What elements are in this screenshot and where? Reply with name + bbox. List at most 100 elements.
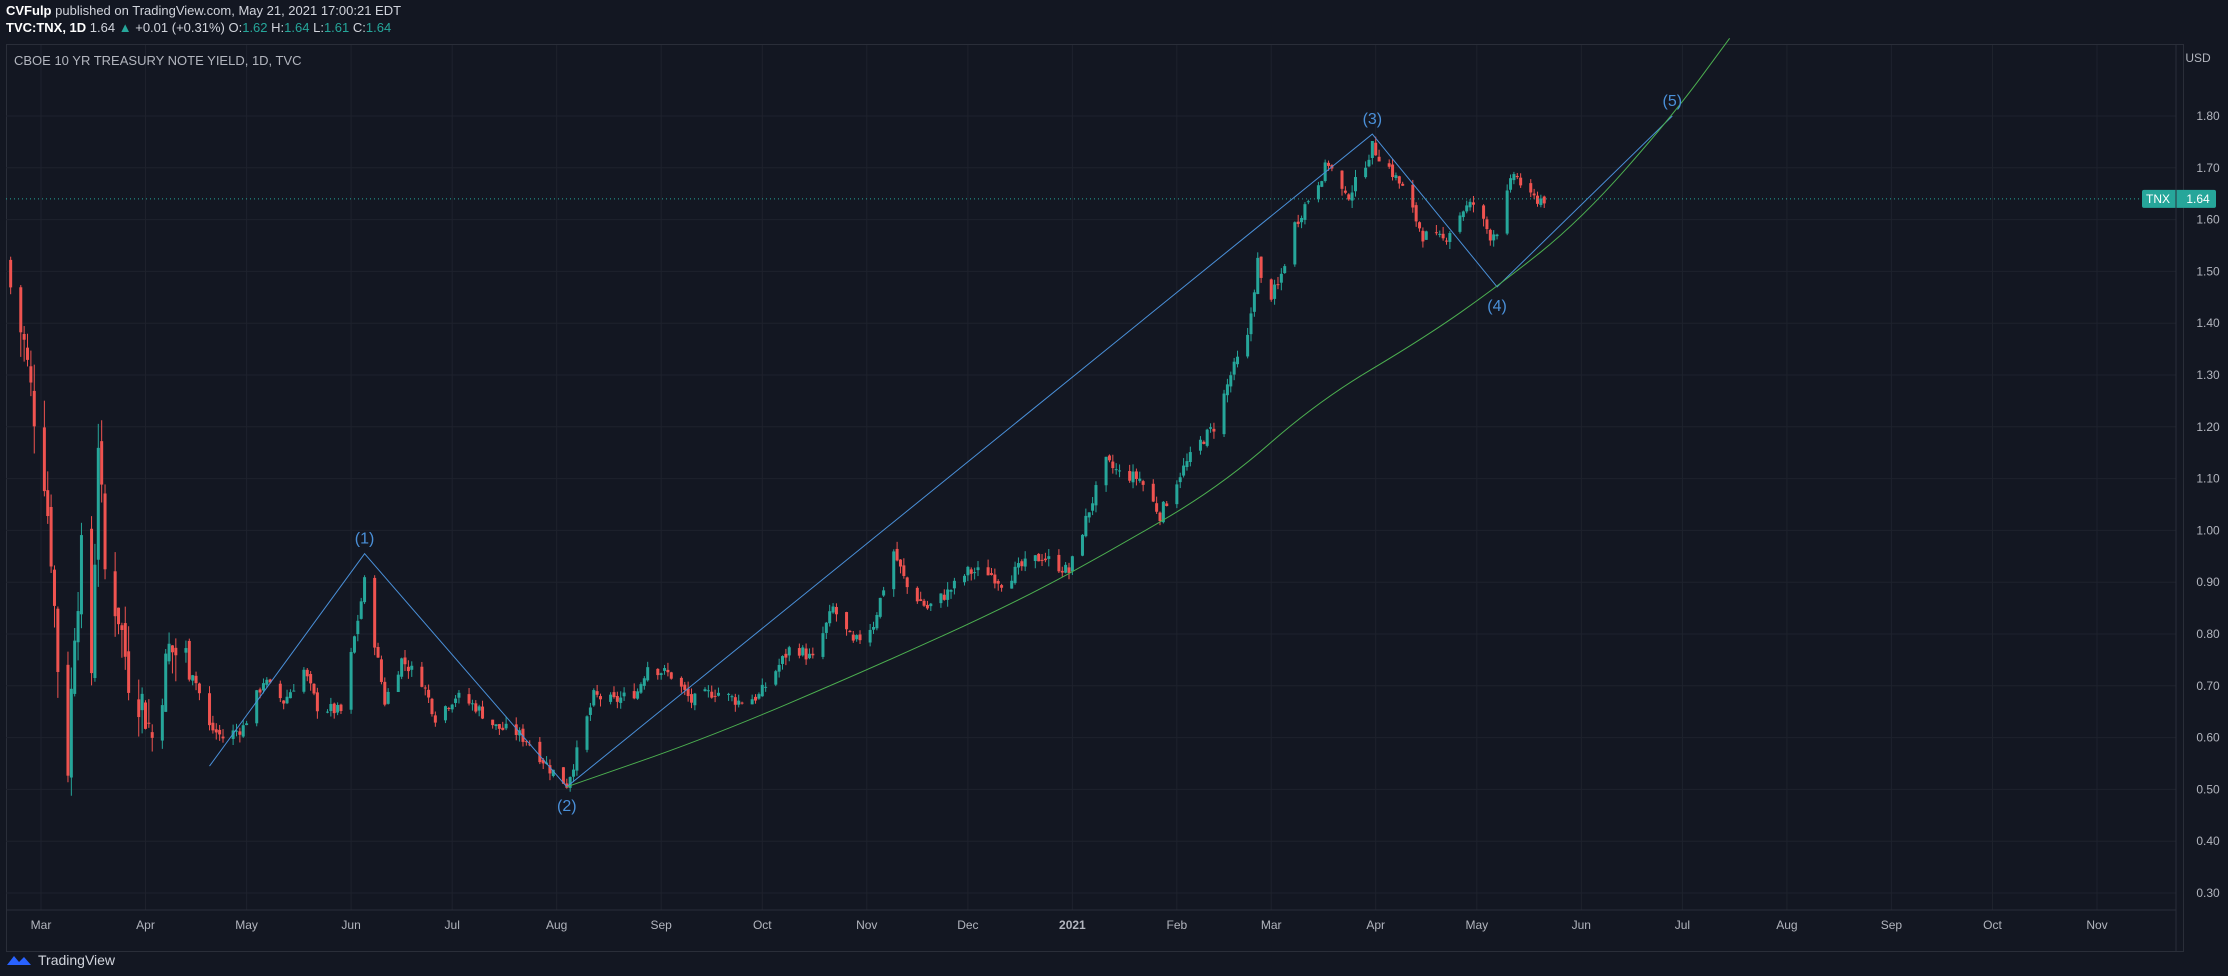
brand-name[interactable]: TradingView (38, 952, 116, 968)
y-tick-label: 0.30 (2196, 886, 2220, 900)
candle-up (730, 696, 734, 698)
candle-down (895, 548, 899, 561)
x-tick-label: Sep (650, 918, 672, 932)
candle-down (710, 691, 714, 698)
candle-down (194, 675, 198, 684)
candle-up (245, 723, 249, 726)
candle-up (636, 691, 640, 699)
candle-down (1296, 221, 1300, 224)
symbol-name: TVC:TNX, 1D (6, 20, 87, 35)
candle-up (588, 707, 592, 715)
candle-up (1182, 465, 1186, 476)
candle-down (898, 559, 902, 567)
candle-up (167, 643, 171, 662)
candle-down (1107, 455, 1111, 461)
y-tick-label: 1.70 (2196, 161, 2220, 175)
candle-down (339, 704, 343, 711)
candle-up (939, 593, 943, 604)
y-tick-label: 0.40 (2196, 834, 2220, 848)
candle-up (1350, 192, 1354, 201)
candle-down (430, 698, 434, 715)
y-tick-label: 1.50 (2196, 264, 2220, 278)
candle-up (1161, 501, 1165, 523)
candle-up (1229, 375, 1233, 387)
x-tick-label: Apr (136, 918, 155, 932)
candle-up (963, 575, 967, 583)
candle-up (872, 626, 876, 630)
last-price-symbol: TNX (2146, 192, 2170, 206)
candle-down (423, 687, 427, 689)
candle-up (693, 693, 697, 706)
publisher-name[interactable]: CVFulp (6, 3, 52, 18)
candle-up (1539, 198, 1543, 206)
candle-up (1438, 233, 1442, 235)
candle-up (663, 668, 667, 671)
candle-down (612, 692, 616, 698)
candle-up (868, 629, 872, 643)
candle-down (615, 696, 619, 702)
candle-down (1111, 461, 1115, 469)
candle-down (214, 729, 218, 733)
candle-up (1448, 233, 1452, 242)
candle-up (1185, 461, 1189, 468)
open-value: 1.62 (242, 20, 268, 35)
candle-down (1128, 471, 1132, 481)
candle-down (22, 333, 26, 340)
candle-up (855, 635, 859, 640)
candle-up (79, 535, 83, 615)
candle-up (807, 653, 811, 659)
candle-up (585, 716, 589, 750)
candle-down (315, 692, 319, 712)
candle-up (140, 693, 144, 711)
candle-down (1418, 222, 1422, 229)
wave-label: (3) (1363, 111, 1383, 128)
candle-up (386, 691, 390, 704)
candle-up (349, 651, 353, 710)
candle-down (309, 673, 313, 684)
candle-up (363, 577, 367, 603)
candle-up (164, 653, 168, 712)
candle-up (750, 699, 754, 705)
candle-up (1303, 204, 1307, 220)
candle-up (234, 730, 238, 732)
candle-down (561, 767, 565, 784)
candle-up (737, 700, 741, 705)
close-value: 1.64 (365, 20, 392, 35)
y-tick-label: 1.10 (2196, 472, 2220, 486)
candle-up (184, 648, 188, 653)
tradingview-logo-icon (7, 956, 31, 965)
candle-up (1033, 555, 1037, 561)
candle-down (797, 648, 801, 656)
candle-down (1141, 481, 1145, 485)
candle-up (1023, 558, 1027, 567)
candle-up (875, 614, 879, 629)
candle-down (541, 759, 545, 764)
candle-down (1327, 162, 1331, 166)
last-price: 1.64 (89, 20, 116, 35)
candle-down (406, 666, 410, 672)
candle-up (1225, 384, 1229, 396)
candle-down (46, 490, 50, 517)
candle-down (1151, 483, 1155, 502)
candle-up (1104, 456, 1108, 486)
candle-down (1401, 183, 1405, 186)
candle-down (49, 506, 53, 567)
candle-up (946, 589, 950, 600)
candle-down (1202, 441, 1206, 444)
x-tick-label: Jul (1675, 918, 1690, 932)
candle-down (811, 653, 815, 656)
candle-up (929, 603, 933, 607)
candle-up (160, 705, 164, 741)
low-label: L: (313, 20, 324, 35)
candle-down (1535, 195, 1539, 204)
candle-down (150, 732, 154, 738)
y-tick-label: 0.60 (2196, 731, 2220, 745)
candle-down (679, 677, 683, 687)
candle-up (1209, 427, 1213, 429)
candle-up (703, 689, 707, 692)
candle-down (1040, 559, 1044, 561)
candle-up (777, 664, 781, 672)
candle-down (989, 573, 993, 575)
chart-frame[interactable] (6, 44, 2184, 952)
